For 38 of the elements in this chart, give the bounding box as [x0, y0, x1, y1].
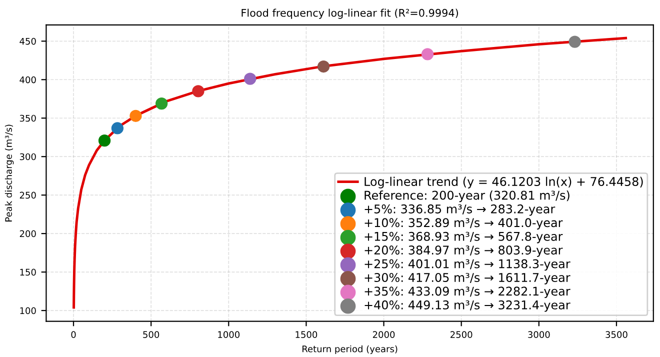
y-tick-label: 200	[20, 230, 36, 238]
y-tick-label: 350	[20, 114, 36, 122]
point	[111, 122, 124, 134]
y-tick-label: 150	[20, 268, 36, 276]
x-tick-label: 1500	[296, 331, 318, 338]
x-tick-label: 3000	[528, 331, 550, 338]
legend-label: +15%: 368.93 m³/s → 567.8-year	[364, 232, 563, 244]
point	[568, 36, 581, 48]
x-axis-title: Return period (years)	[302, 345, 398, 354]
legend-label: +40%: 449.13 m³/s → 3231.4-year	[364, 300, 570, 312]
y-tick-label: 100	[20, 307, 36, 314]
point	[156, 97, 168, 110]
legend-label: +25%: 401.01 m³/s → 1138.3-year	[364, 259, 570, 271]
legend-label: +35%: 433.09 m³/s → 2282.1-year	[364, 286, 570, 298]
y-tick-label: 450	[20, 38, 36, 45]
y-axis-title: Peak discharge (m³/s)	[4, 124, 14, 222]
point	[421, 48, 434, 60]
point	[244, 72, 256, 85]
x-tick-label: 3500	[606, 331, 628, 338]
x-tick-label: 0	[71, 331, 76, 338]
point	[192, 85, 204, 98]
y-tick-label: 400	[20, 76, 36, 84]
legend-label: +20%: 384.97 m³/s → 803.9-year	[364, 246, 563, 257]
point	[317, 60, 330, 73]
legend-label: +10%: 352.89 m³/s → 401.0-year	[364, 218, 563, 230]
point	[130, 110, 142, 122]
legend-label: Reference: 200-year (320.81 m³/s)	[364, 190, 570, 202]
x-tick-label: 2500	[450, 331, 472, 338]
chart-title: Flood frequency log-linear fit (R²=0.9994)	[242, 8, 458, 19]
y-tick-label: 300	[20, 153, 36, 160]
legend-label: +5%: 336.85 m³/s → 283.2-year	[364, 204, 556, 216]
x-tick-label: 1000	[218, 331, 240, 338]
point	[98, 134, 111, 147]
x-tick-label: 500	[143, 331, 160, 338]
x-tick-label: 2000	[372, 331, 395, 338]
y-tick-label: 250	[20, 192, 36, 199]
legend-label: Log-linear trend (y = 46.1203 ln(x) + 76.4458)	[364, 176, 643, 188]
legend-label: +30%: 417.05 m³/s → 1611.7-year	[364, 272, 570, 284]
